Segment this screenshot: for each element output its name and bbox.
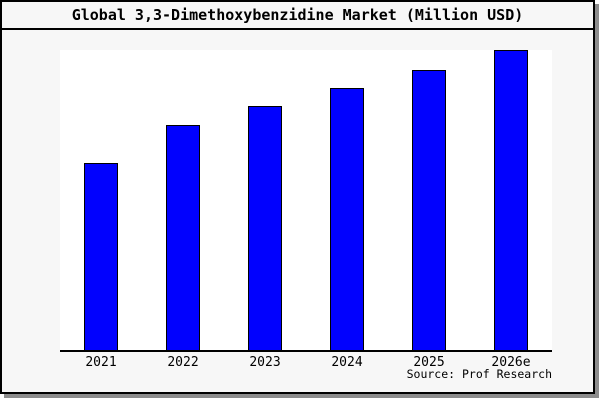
chart-frame: Global 3,3-Dimethoxybenzidine Market (Mi…	[0, 0, 595, 394]
bar-2026e	[494, 50, 528, 350]
x-tick-2023: 2023	[249, 355, 281, 370]
bar-2024	[330, 87, 364, 350]
bar-slot-2024	[306, 87, 388, 350]
plot-area	[60, 50, 552, 352]
bar-slot-2021	[60, 162, 142, 350]
chart-title: Global 3,3-Dimethoxybenzidine Market (Mi…	[2, 2, 593, 30]
bar-2022	[166, 125, 200, 350]
x-tick-2022: 2022	[167, 355, 199, 370]
x-tick-2021: 2021	[85, 355, 117, 370]
bar-slot-2025	[388, 69, 470, 350]
x-tick-2026e: 2026e	[491, 355, 531, 370]
source-label: Source: Prof Research	[406, 367, 552, 381]
bar-2025	[412, 69, 446, 350]
bar-slot-2022	[142, 125, 224, 350]
bar-2023	[248, 105, 282, 350]
x-axis-labels: 2021 2022 2023 2024 2025 2026e	[60, 355, 552, 370]
bar-slot-2026e	[470, 50, 552, 350]
x-tick-2024: 2024	[331, 355, 363, 370]
bar-2021	[84, 162, 118, 350]
bar-slot-2023	[224, 105, 306, 350]
x-tick-2025: 2025	[413, 355, 445, 370]
